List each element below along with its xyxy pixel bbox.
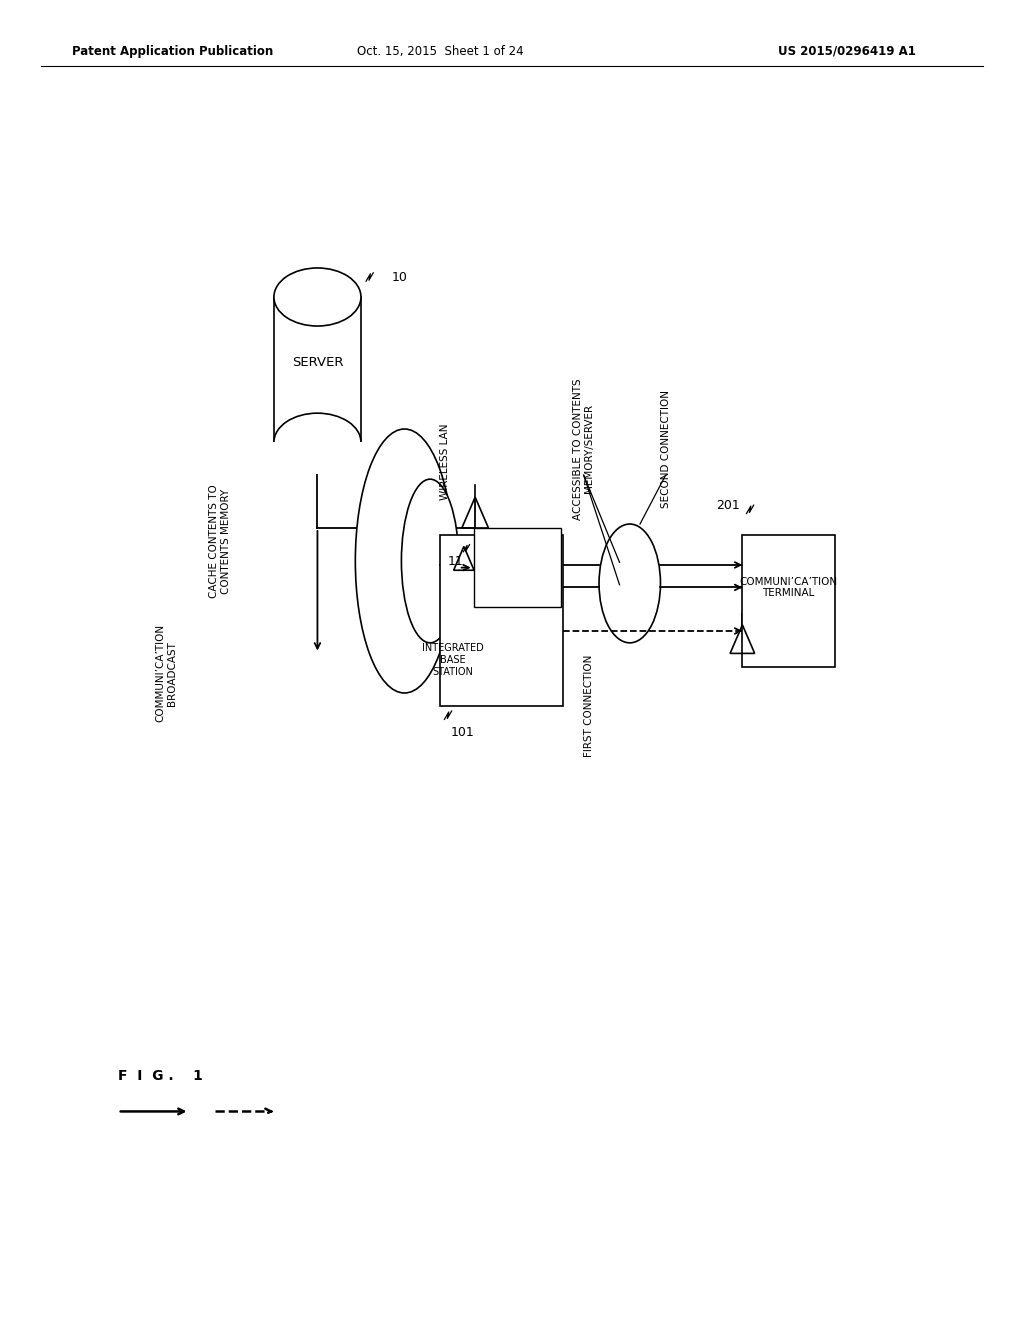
Text: US 2015/0296419 A1: US 2015/0296419 A1: [778, 45, 916, 58]
Text: CACHE CONTENTS TO
CONTENTS MEMORY: CACHE CONTENTS TO CONTENTS MEMORY: [209, 484, 231, 598]
Text: SERVER: SERVER: [292, 356, 343, 370]
Bar: [440, 535, 563, 706]
Text: Patent Application Publication: Patent Application Publication: [72, 45, 273, 58]
Bar: [272, 442, 364, 474]
Ellipse shape: [401, 479, 459, 643]
Text: FIRST CONNECTION: FIRST CONNECTION: [584, 655, 594, 758]
Text: INTEGRATED
BASE
STATION: INTEGRATED BASE STATION: [422, 643, 484, 677]
Text: ACCESSIBLE TO CONTENTS
MEMORY/SERVER: ACCESSIBLE TO CONTENTS MEMORY/SERVER: [572, 378, 595, 520]
Text: 10: 10: [391, 271, 408, 284]
Bar: [274, 297, 361, 442]
Text: 101: 101: [451, 726, 474, 739]
Text: COMMUNI’CA’TION
BROADCAST: COMMUNI’CA’TION BROADCAST: [155, 624, 177, 722]
Ellipse shape: [274, 268, 360, 326]
Text: 201: 201: [717, 499, 740, 512]
Ellipse shape: [274, 413, 360, 471]
Bar: [473, 528, 561, 607]
Ellipse shape: [599, 524, 660, 643]
Text: Oct. 15, 2015  Sheet 1 of 24: Oct. 15, 2015 Sheet 1 of 24: [357, 45, 523, 58]
Text: CONTENTS
MEMORY: CONTENTS MEMORY: [490, 557, 544, 578]
Text: 11: 11: [449, 554, 464, 568]
Text: COMMUNI’CA’TION
TERMINAL: COMMUNI’CA’TION TERMINAL: [739, 577, 838, 598]
Ellipse shape: [355, 429, 454, 693]
Text: SECOND CONNECTION: SECOND CONNECTION: [660, 389, 671, 508]
Text: WIRELESS LAN: WIRELESS LAN: [440, 424, 451, 500]
Bar: [742, 535, 835, 667]
Text: F  I  G .    1: F I G . 1: [118, 1069, 203, 1082]
